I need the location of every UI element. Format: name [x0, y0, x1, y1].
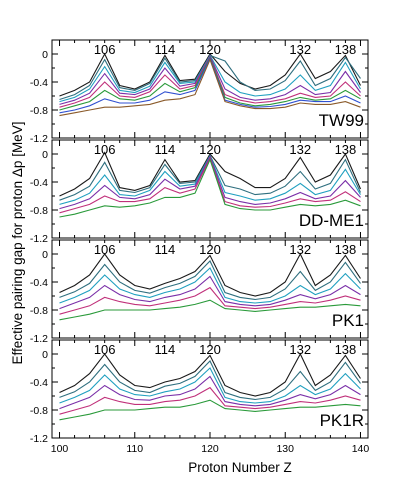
peak-label-132: 132 [289, 242, 311, 257]
peak-label-106: 106 [94, 42, 116, 57]
series-line [59, 155, 361, 210]
chart-panels: 0 -0.4 -0.8 -1.2 106 114 120 132 138 TW99 0 -0.4 -0.… [30, 39, 369, 445]
peak-label-114: 114 [154, 42, 175, 57]
y-tick-label: 0 [42, 149, 48, 161]
series-line [59, 260, 361, 301]
peak-label-120: 120 [199, 342, 221, 357]
peak-label-114: 114 [154, 242, 175, 257]
y-tick-label: -1.2 [30, 233, 48, 245]
y-tick-label: -0.4 [30, 377, 48, 389]
series-line [59, 158, 361, 218]
y-tick-label: -0.8 [30, 405, 48, 417]
y-tick-label: -0.4 [30, 177, 48, 189]
model-label: TW99 [319, 111, 364, 130]
x-tick-label: 100 [51, 443, 69, 455]
series-line [59, 267, 361, 304]
peak-label-106: 106 [94, 242, 116, 257]
series-line [59, 56, 361, 114]
peak-label-138: 138 [335, 42, 357, 57]
series-line [59, 360, 361, 401]
series-line [59, 275, 361, 310]
peak-label-132: 132 [289, 142, 311, 157]
model-label: PK1R [320, 411, 364, 430]
y-tick-label: 0 [42, 49, 48, 61]
y-tick-label: -1.2 [30, 333, 48, 345]
peak-label-138: 138 [335, 242, 357, 257]
peak-label-114: 114 [154, 342, 175, 357]
x-axis-title: Proton Number Z [188, 460, 292, 475]
series-line [59, 154, 361, 201]
peak-label-106: 106 [94, 142, 116, 157]
series-line [59, 399, 361, 421]
series-group [59, 252, 361, 321]
series-group [59, 352, 361, 421]
peak-label-106: 106 [94, 342, 116, 357]
peak-label-132: 132 [289, 342, 311, 357]
peak-label-132: 132 [289, 42, 311, 57]
y-tick-label: 0 [42, 249, 48, 261]
model-label: PK1 [332, 311, 364, 330]
series-line [59, 375, 361, 410]
series-line [59, 156, 361, 214]
peak-label-114: 114 [154, 142, 175, 157]
series-line [59, 286, 361, 315]
y-tick-label: -0.8 [30, 305, 48, 317]
series-line [59, 352, 361, 397]
y-tick-label: -0.8 [30, 205, 48, 217]
y-tick-label: -1.2 [30, 433, 48, 445]
x-tick-label: 130 [276, 443, 294, 455]
x-tick-label: 110 [126, 443, 143, 455]
panel-pk1r: 0 -0.4 -0.8 -1.2 106 114 120 132 138 PK1R [30, 339, 369, 445]
peak-label-120: 120 [199, 42, 221, 57]
series-group [59, 52, 361, 117]
series-line [59, 52, 361, 97]
series-line [59, 252, 361, 297]
y-tick-label: -0.8 [30, 105, 48, 117]
x-tick-label: 140 [352, 443, 370, 455]
series-line [59, 367, 361, 404]
peak-label-120: 120 [199, 142, 221, 157]
model-label: DD-ME1 [299, 211, 364, 230]
series-line [59, 386, 361, 415]
series-group [59, 151, 362, 218]
y-axis-title: Effective pairing gap for proton Δp [MeV… [10, 122, 25, 365]
series-line [59, 55, 361, 108]
y-tick-label: -0.4 [30, 277, 48, 289]
x-tick-labels: 100 110 120 130 140 [51, 443, 370, 455]
peak-label-138: 138 [335, 142, 357, 157]
series-line [59, 58, 361, 117]
series-line [59, 151, 362, 197]
x-tick-label: 120 [201, 443, 219, 455]
peak-label-138: 138 [335, 342, 357, 357]
y-tick-label: -1.2 [30, 133, 48, 145]
y-tick-label: -0.4 [30, 77, 48, 89]
y-tick-label: 0 [42, 349, 48, 361]
series-line [59, 299, 361, 321]
peak-label-120: 120 [199, 242, 221, 257]
panel-pk1: 0 -0.4 -0.8 -1.2 106 114 120 132 138 PK1 [30, 239, 369, 345]
panel-dd-me1: 0 -0.4 -0.8 -1.2 106 114 120 132 138 DD-ME1 [30, 139, 369, 245]
series-line [59, 54, 361, 101]
panel-tw99: 0 -0.4 -0.8 -1.2 106 114 120 132 138 TW99 [30, 39, 369, 145]
